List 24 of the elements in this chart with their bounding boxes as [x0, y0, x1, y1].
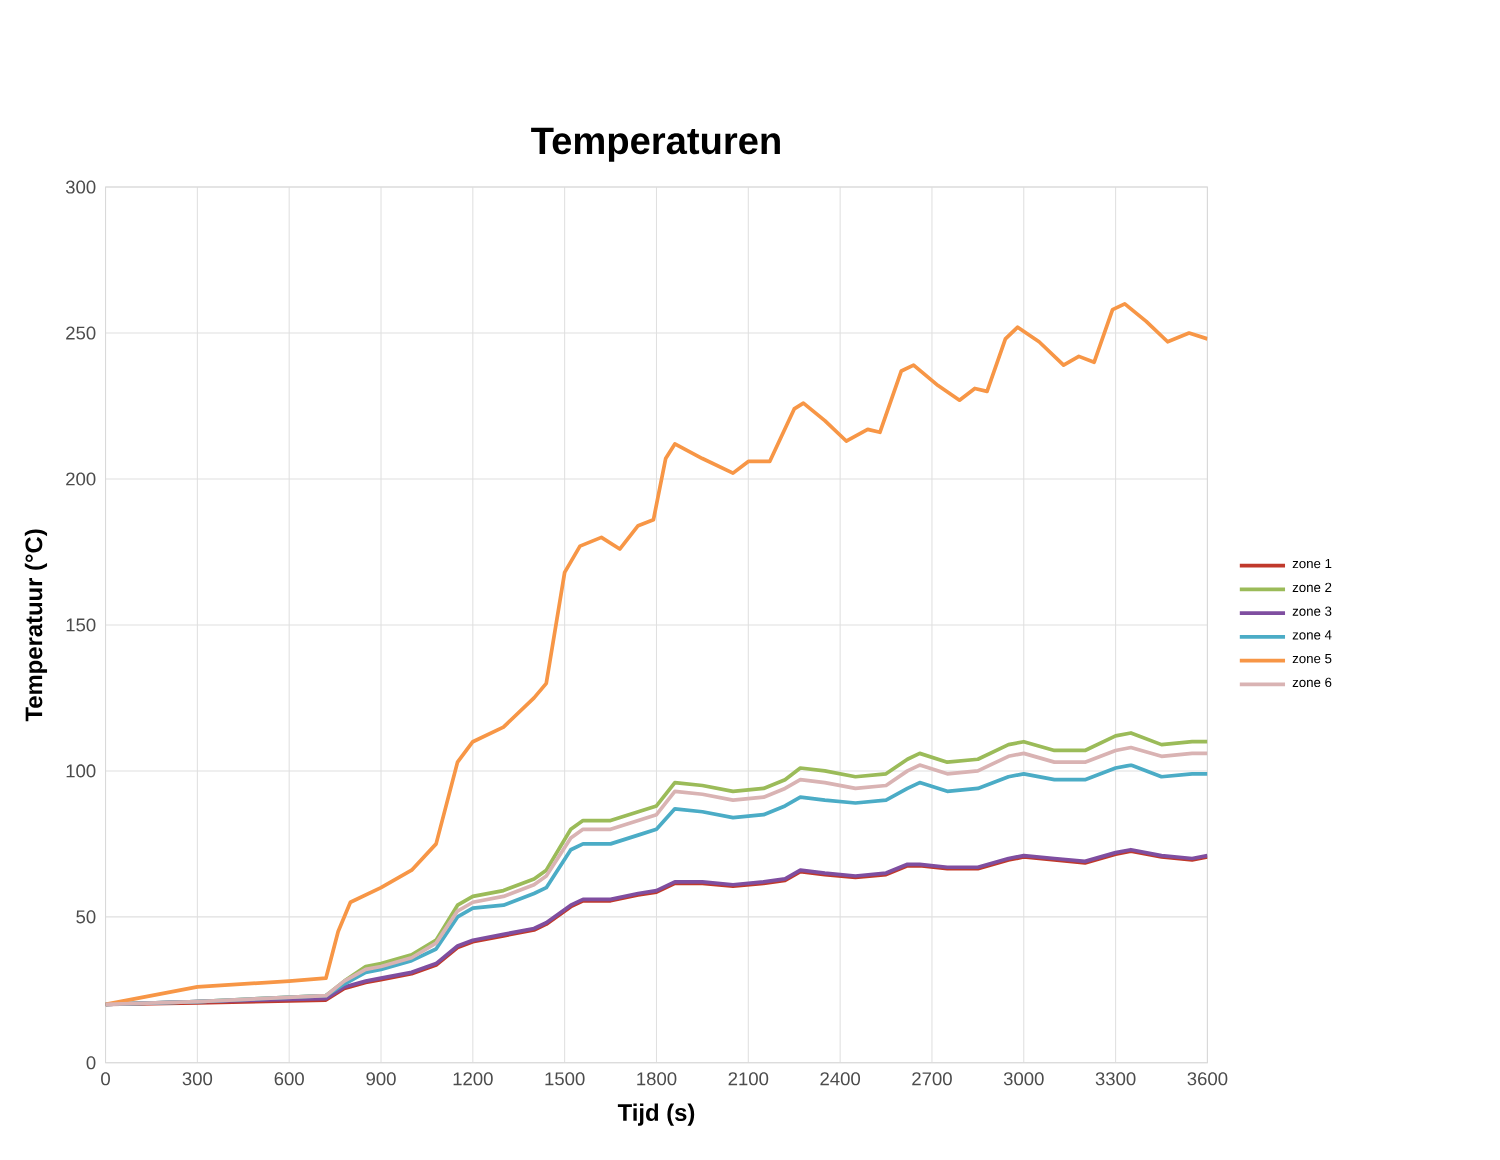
- x-tick-label: 1200: [453, 1071, 493, 1085]
- x-tick-label: 300: [182, 1071, 213, 1085]
- y-tick-label: 200: [66, 472, 96, 486]
- x-tick-label: 3600: [1187, 1071, 1228, 1085]
- y-axis-title: Temperatuur (°C): [24, 529, 48, 721]
- x-tick-label: 1500: [545, 1071, 585, 1085]
- x-tick-label: 900: [366, 1071, 396, 1085]
- y-tick-label: 250: [66, 326, 96, 340]
- y-tick-label: 300: [65, 180, 96, 194]
- x-axis-title: Tijd (s): [617, 1103, 695, 1126]
- x-tick-label: 600: [274, 1071, 304, 1085]
- y-tick-label: 100: [66, 763, 96, 778]
- x-tick-label: 2100: [728, 1071, 769, 1085]
- x-tick-label: 1800: [637, 1071, 677, 1085]
- y-tick-label: 0: [86, 1055, 96, 1069]
- x-tick-label: 3300: [1095, 1071, 1136, 1085]
- chart-title: Temperaturen: [531, 127, 780, 162]
- x-tick-label: 0: [101, 1071, 110, 1085]
- line-series: [105, 301, 1208, 1006]
- x-tick-label: 2700: [912, 1071, 952, 1085]
- y-tick-label: 150: [66, 618, 96, 632]
- x-tick-label: 2400: [820, 1071, 861, 1085]
- y-tick-label: 50: [76, 909, 96, 924]
- x-tick-label: 3000: [1003, 1071, 1044, 1085]
